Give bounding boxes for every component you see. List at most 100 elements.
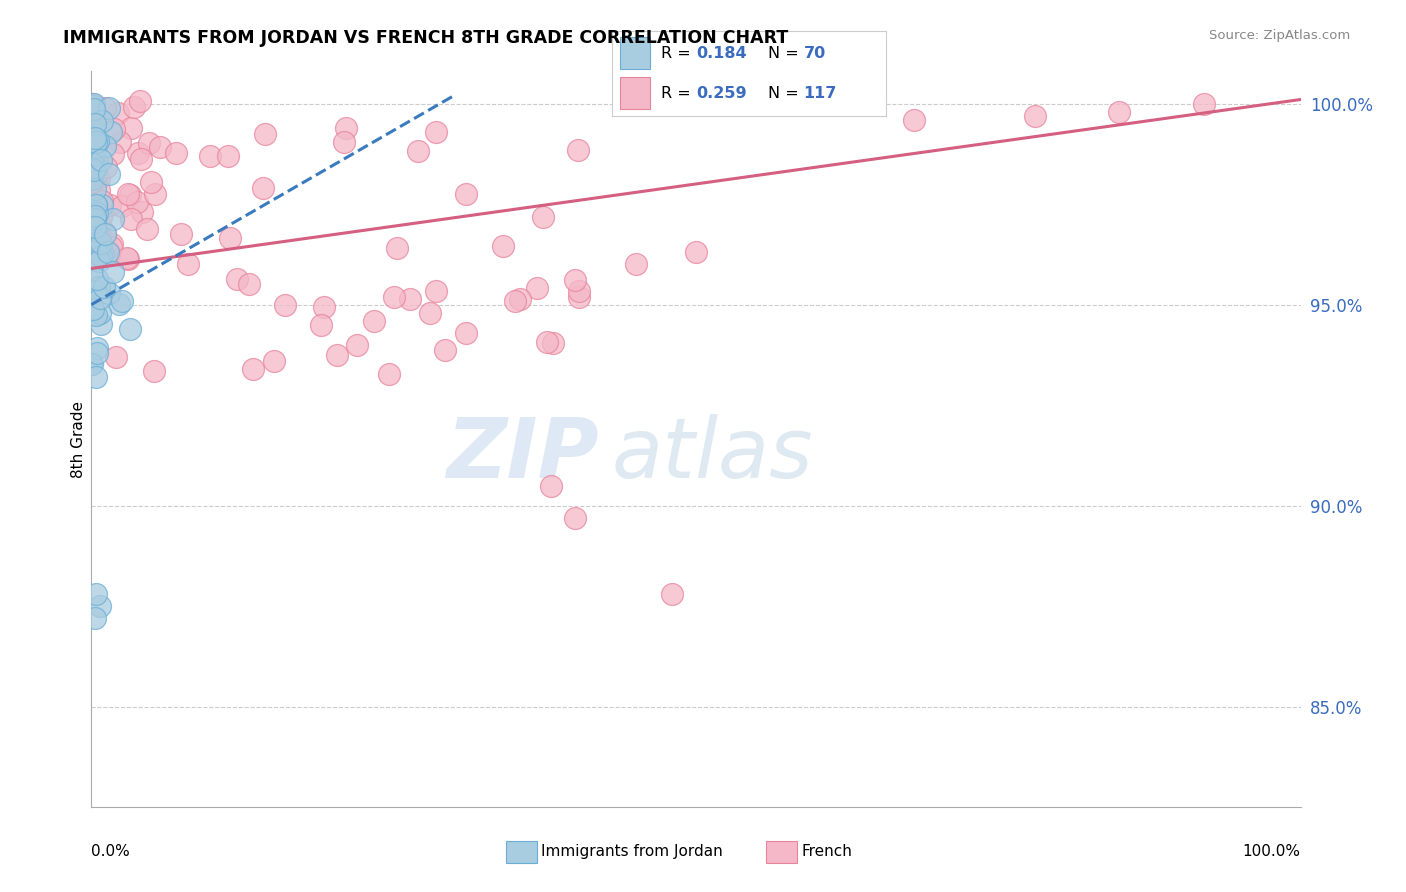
Point bbox=[86, 231, 108, 245]
Text: atlas: atlas bbox=[612, 414, 813, 494]
Text: 117: 117 bbox=[804, 86, 837, 101]
Point bbox=[84, 284, 107, 298]
Point bbox=[83, 117, 105, 131]
Point bbox=[80, 133, 103, 147]
Point bbox=[101, 211, 124, 226]
Point bbox=[568, 285, 591, 299]
Point bbox=[91, 247, 114, 261]
Point bbox=[903, 112, 925, 127]
Point bbox=[503, 293, 526, 308]
Point bbox=[90, 249, 112, 263]
Point bbox=[101, 237, 124, 252]
Point bbox=[135, 221, 157, 235]
Point bbox=[238, 277, 260, 292]
Point bbox=[84, 222, 107, 236]
Point bbox=[93, 280, 115, 294]
Point bbox=[90, 153, 112, 168]
Point bbox=[89, 291, 111, 305]
Text: 0.259: 0.259 bbox=[696, 86, 747, 101]
Point bbox=[125, 194, 148, 209]
Point bbox=[252, 181, 274, 195]
Point bbox=[84, 587, 107, 601]
Point bbox=[531, 210, 554, 224]
Point bbox=[177, 257, 200, 271]
Point bbox=[1192, 96, 1215, 111]
Point bbox=[86, 244, 108, 258]
Point bbox=[82, 301, 104, 316]
Point bbox=[110, 135, 132, 149]
Point bbox=[387, 241, 409, 255]
Point bbox=[84, 159, 107, 173]
Point bbox=[89, 183, 111, 197]
Point bbox=[86, 161, 108, 176]
Point bbox=[94, 226, 117, 240]
Point bbox=[93, 139, 115, 153]
Point bbox=[86, 134, 108, 148]
Bar bbox=[620, 77, 650, 109]
Point bbox=[80, 357, 103, 371]
Point bbox=[129, 153, 152, 167]
Point bbox=[80, 96, 103, 111]
Point bbox=[425, 284, 447, 298]
Point bbox=[91, 194, 114, 209]
Point bbox=[118, 188, 141, 202]
Point bbox=[108, 296, 131, 310]
Point bbox=[80, 287, 103, 301]
Point bbox=[541, 336, 564, 351]
Point bbox=[540, 478, 562, 492]
Point bbox=[84, 140, 107, 154]
Point bbox=[82, 215, 104, 229]
Point bbox=[346, 338, 368, 352]
Point bbox=[378, 367, 401, 381]
Point bbox=[89, 599, 111, 614]
Point bbox=[198, 149, 221, 163]
Point bbox=[82, 147, 104, 161]
Point bbox=[456, 326, 478, 340]
Point bbox=[86, 341, 108, 355]
Text: 0.0%: 0.0% bbox=[91, 845, 131, 859]
Point bbox=[219, 231, 242, 245]
Point bbox=[253, 127, 276, 141]
Point bbox=[120, 211, 142, 226]
Point bbox=[624, 257, 647, 271]
Point bbox=[242, 362, 264, 376]
Point bbox=[526, 281, 548, 295]
Point bbox=[84, 370, 107, 384]
Point bbox=[454, 186, 477, 201]
Point bbox=[87, 247, 110, 261]
Text: R =: R = bbox=[661, 45, 696, 61]
Point bbox=[97, 101, 120, 115]
Text: N =: N = bbox=[768, 45, 804, 61]
Point bbox=[120, 322, 142, 336]
Point bbox=[83, 212, 105, 227]
Point bbox=[105, 351, 128, 365]
Text: R =: R = bbox=[661, 86, 696, 101]
Point bbox=[217, 149, 239, 163]
Point bbox=[225, 272, 247, 286]
Point bbox=[309, 318, 332, 332]
Point bbox=[94, 227, 117, 241]
Point bbox=[84, 107, 107, 121]
Point bbox=[97, 286, 120, 301]
Point bbox=[80, 105, 103, 120]
Text: N =: N = bbox=[768, 86, 804, 101]
Point bbox=[564, 273, 586, 287]
Point bbox=[84, 196, 107, 211]
Point bbox=[84, 222, 107, 236]
Text: 0.184: 0.184 bbox=[696, 45, 747, 61]
Point bbox=[80, 264, 103, 278]
Point bbox=[90, 235, 112, 250]
Point bbox=[399, 292, 422, 306]
Point bbox=[170, 227, 193, 242]
Text: Immigrants from Jordan: Immigrants from Jordan bbox=[541, 845, 723, 859]
Point bbox=[111, 199, 134, 213]
Point bbox=[82, 150, 104, 164]
Point bbox=[117, 252, 139, 267]
Point bbox=[406, 145, 429, 159]
Point bbox=[89, 305, 111, 319]
Point bbox=[107, 106, 129, 120]
Point bbox=[87, 233, 110, 247]
Point bbox=[564, 510, 586, 524]
Point bbox=[84, 169, 107, 184]
Point bbox=[115, 251, 138, 265]
